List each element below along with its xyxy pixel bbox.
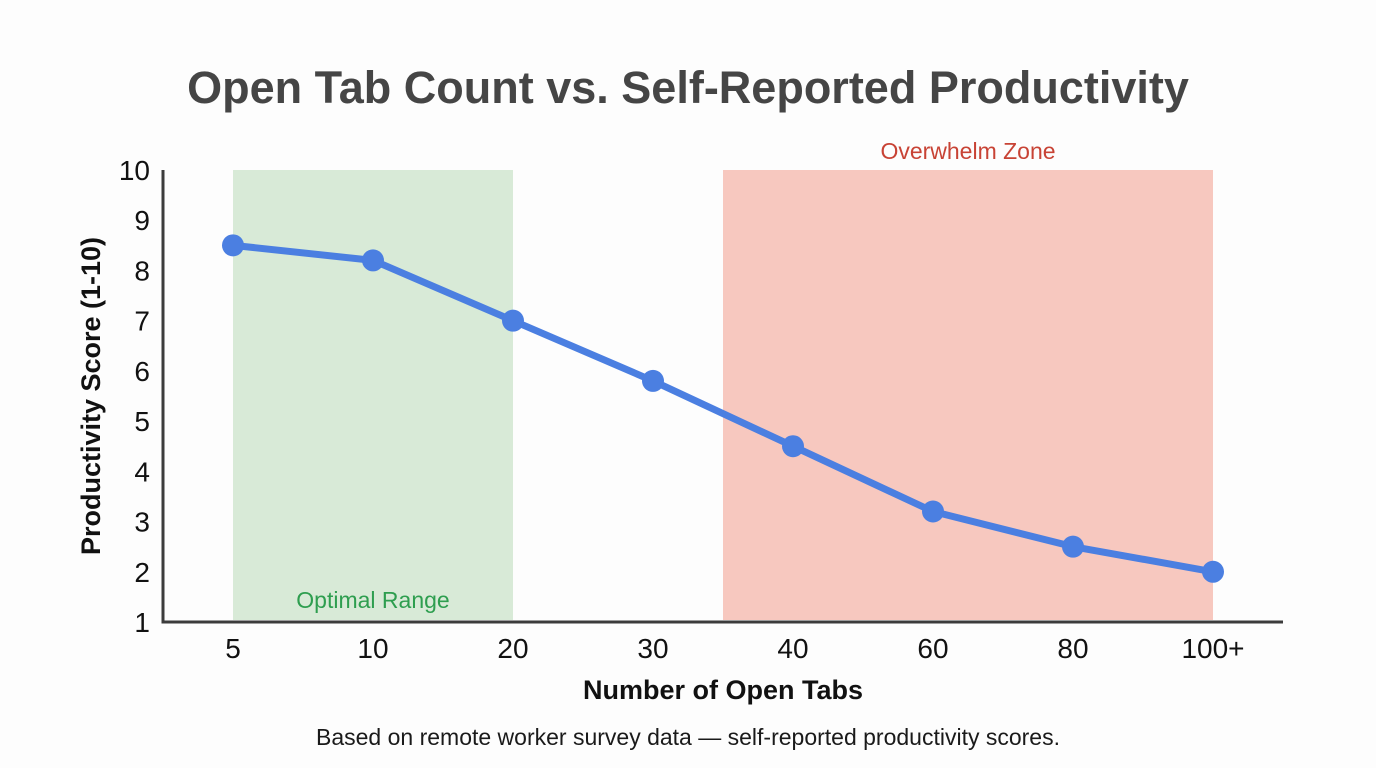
x-axis-title: Number of Open Tabs	[583, 675, 863, 705]
series-line	[229, 241, 1217, 576]
data-point-100	[1202, 560, 1224, 583]
y-tick-label-6: 6	[134, 356, 150, 387]
x-tick-label-100: 100+	[1181, 633, 1244, 664]
y-tick-label-9: 9	[134, 205, 150, 236]
y-tick-label-8: 8	[134, 255, 150, 286]
x-tick-label-10: 10	[357, 633, 388, 664]
y-tick-label-1: 1	[134, 607, 150, 638]
zone-label-overwhelm-zone: Overwhelm Zone	[880, 138, 1055, 164]
zone-regions	[233, 170, 1213, 620]
zone-label-optimal-range: Optimal Range	[296, 587, 449, 613]
y-axis-tick-labels: 1 2 3 4 5 6 7 8 9 10	[119, 155, 150, 638]
x-axis-tick-labels: 5 10 20 30 40 60 80 100+	[225, 633, 1244, 664]
data-point-40	[782, 435, 804, 458]
data-point-10	[362, 249, 384, 272]
y-tick-label-2: 2	[134, 557, 150, 588]
x-tick-label-5: 5	[225, 633, 241, 664]
y-tick-label-3: 3	[134, 507, 150, 538]
x-tick-label-20: 20	[497, 633, 528, 664]
x-tick-label-40: 40	[777, 633, 808, 664]
data-point-5	[222, 234, 244, 257]
x-tick-label-30: 30	[637, 633, 668, 664]
data-point-30	[642, 369, 664, 392]
y-axis-title: Productivity Score (1-10)	[76, 237, 106, 555]
zone-overwhelm-zone	[723, 170, 1213, 620]
data-point-20	[502, 309, 524, 332]
x-tick-label-60: 60	[917, 633, 948, 664]
productivity-series	[222, 234, 1224, 583]
zone-labels: Optimal Range Overwhelm Zone	[296, 138, 1055, 613]
y-tick-label-5: 5	[134, 406, 150, 437]
y-tick-label-10: 10	[119, 155, 150, 186]
y-tick-label-4: 4	[134, 456, 150, 487]
chart-caption: Based on remote worker survey data — sel…	[316, 724, 1060, 750]
y-tick-label-7: 7	[134, 306, 150, 337]
zone-optimal-range	[233, 170, 513, 620]
data-point-60	[922, 500, 944, 523]
x-tick-label-80: 80	[1057, 633, 1088, 664]
data-point-80	[1062, 535, 1084, 558]
chart-title: Open Tab Count vs. Self-Reported Product…	[187, 62, 1189, 113]
